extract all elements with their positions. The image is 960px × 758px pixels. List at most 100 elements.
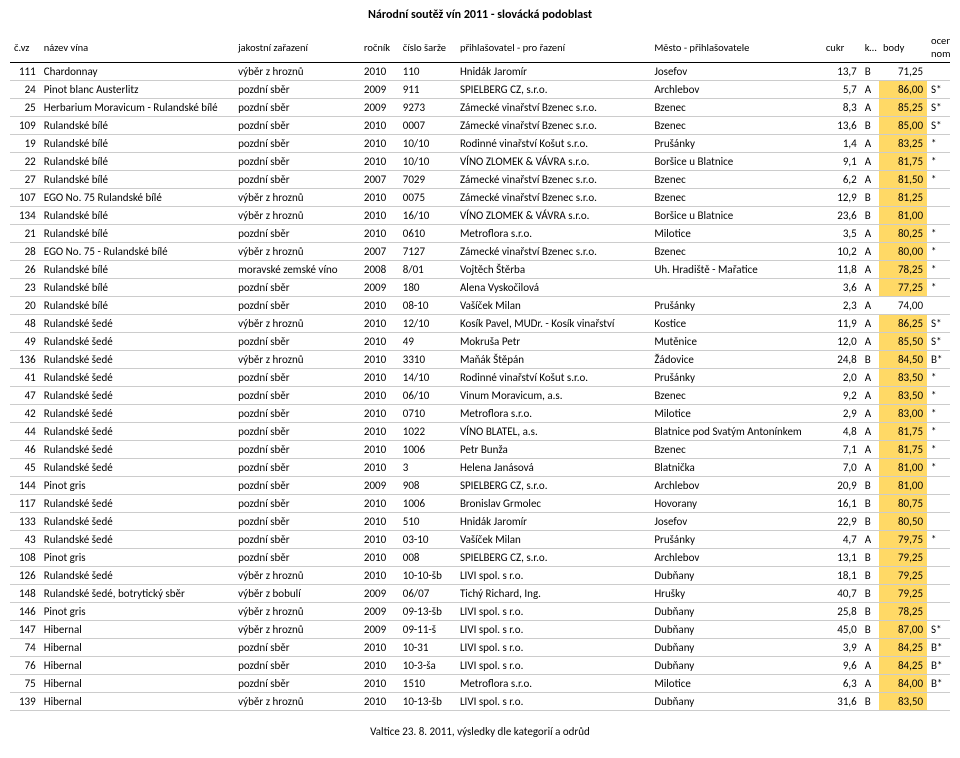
cell-batch: 12/10: [399, 315, 456, 333]
cell-nom: *: [927, 243, 950, 261]
cell-city: Dubňany: [650, 567, 822, 585]
cell-name: Rulandské bílé: [40, 279, 234, 297]
cell-points: 81,00: [879, 207, 927, 225]
cell-year: 2009: [360, 621, 399, 639]
cell-batch: 10-10-šb: [399, 567, 456, 585]
cell-year: 2010: [360, 315, 399, 333]
cell-name: Rulandské šedé: [40, 405, 234, 423]
cell-cat: B: [861, 693, 879, 711]
cell-num: 28: [10, 243, 40, 261]
cell-cat: A: [861, 81, 879, 99]
table-row: 144Pinot grispozdní sběr2009908SPIELBERG…: [10, 477, 950, 495]
cell-batch: 008: [399, 549, 456, 567]
cell-num: 76: [10, 657, 40, 675]
cell-class: výběr z hroznů: [234, 189, 360, 207]
cell-sugar: 9,2: [822, 387, 861, 405]
cell-submitter: Vašíček Milan: [456, 531, 650, 549]
cell-submitter: Mokruša Petr: [456, 333, 650, 351]
cell-sugar: 2,9: [822, 405, 861, 423]
cell-submitter: Rodinné vinařství Košut s.r.o.: [456, 135, 650, 153]
cell-nom: B*: [927, 657, 950, 675]
cell-cat: A: [861, 531, 879, 549]
hdr-sugar: cukr: [822, 32, 861, 63]
cell-name: Rulandské bílé: [40, 117, 234, 135]
cell-submitter: LIVI spol. s r.o.: [456, 621, 650, 639]
cell-sugar: 12,9: [822, 189, 861, 207]
cell-num: 134: [10, 207, 40, 225]
page-footer: Valtice 23. 8. 2011, výsledky dle katego…: [10, 725, 950, 738]
table-row: 19Rulandské bílépozdní sběr201010/10Rodi…: [10, 135, 950, 153]
cell-points: 79,25: [879, 567, 927, 585]
cell-num: 42: [10, 405, 40, 423]
cell-points: 80,00: [879, 243, 927, 261]
cell-year: 2007: [360, 243, 399, 261]
cell-batch: 510: [399, 513, 456, 531]
hdr-submitter: přihlašovatel - pro řazení: [456, 32, 650, 63]
cell-cat: A: [861, 135, 879, 153]
cell-city: Hovorany: [650, 495, 822, 513]
cell-batch: 49: [399, 333, 456, 351]
cell-num: 43: [10, 531, 40, 549]
cell-submitter: Maňák Štěpán: [456, 351, 650, 369]
cell-points: 83,50: [879, 693, 927, 711]
table-row: 126Rulandské šedévýběr z hroznů201010-10…: [10, 567, 950, 585]
cell-cat: A: [861, 153, 879, 171]
table-row: 109Rulandské bílépozdní sběr20100007Záme…: [10, 117, 950, 135]
cell-points: 81,50: [879, 171, 927, 189]
cell-points: 83,50: [879, 369, 927, 387]
cell-points: 86,00: [879, 81, 927, 99]
cell-class: pozdní sběr: [234, 225, 360, 243]
cell-cat: B: [861, 495, 879, 513]
cell-class: pozdní sběr: [234, 531, 360, 549]
cell-cat: A: [861, 225, 879, 243]
cell-nom: [927, 693, 950, 711]
cell-sugar: 9,6: [822, 657, 861, 675]
cell-nom: *: [927, 369, 950, 387]
hdr-points: body: [879, 32, 927, 63]
cell-city: Milotice: [650, 675, 822, 693]
cell-points: 77,25: [879, 279, 927, 297]
cell-sugar: 6,3: [822, 675, 861, 693]
cell-city: Prušánky: [650, 297, 822, 315]
table-row: 46Rulandské šedépozdní sběr20101006Petr …: [10, 441, 950, 459]
cell-submitter: Vašíček Milan: [456, 297, 650, 315]
cell-class: výběr z hroznů: [234, 315, 360, 333]
cell-sugar: 13,1: [822, 549, 861, 567]
cell-points: 81,75: [879, 441, 927, 459]
cell-points: 79,25: [879, 585, 927, 603]
cell-cat: B: [861, 117, 879, 135]
cell-name: Rulandské bílé: [40, 153, 234, 171]
cell-batch: 10-13-šb: [399, 693, 456, 711]
cell-points: 81,00: [879, 477, 927, 495]
cell-class: pozdní sběr: [234, 657, 360, 675]
cell-year: 2010: [360, 333, 399, 351]
table-row: 45Rulandské šedépozdní sběr20103Helena J…: [10, 459, 950, 477]
cell-name: Herbarium Moravicum - Rulandské bílé: [40, 99, 234, 117]
cell-year: 2010: [360, 189, 399, 207]
cell-city: Uh. Hradiště - Mařatice: [650, 261, 822, 279]
hdr-class: jakostní zařazení: [234, 32, 360, 63]
cell-points: 84,00: [879, 675, 927, 693]
table-row: 134Rulandské bílévýběr z hroznů201016/10…: [10, 207, 950, 225]
cell-cat: A: [861, 657, 879, 675]
cell-name: Hibernal: [40, 639, 234, 657]
cell-submitter: Hnidák Jaromír: [456, 63, 650, 81]
cell-points: 85,00: [879, 117, 927, 135]
cell-year: 2010: [360, 513, 399, 531]
cell-nom: *: [927, 261, 950, 279]
cell-num: 44: [10, 423, 40, 441]
table-row: 41Rulandské šedépozdní sběr201014/10Rodi…: [10, 369, 950, 387]
cell-city: Bzenec: [650, 117, 822, 135]
cell-year: 2010: [360, 639, 399, 657]
cell-num: 26: [10, 261, 40, 279]
cell-batch: 1510: [399, 675, 456, 693]
cell-cat: B: [861, 585, 879, 603]
cell-city: Mutěnice: [650, 333, 822, 351]
cell-name: Rulandské šedé: [40, 567, 234, 585]
cell-sugar: 13,7: [822, 63, 861, 81]
cell-cat: B: [861, 567, 879, 585]
cell-year: 2010: [360, 675, 399, 693]
cell-sugar: 4,7: [822, 531, 861, 549]
cell-name: Rulandské bílé: [40, 207, 234, 225]
cell-nom: *: [927, 531, 950, 549]
